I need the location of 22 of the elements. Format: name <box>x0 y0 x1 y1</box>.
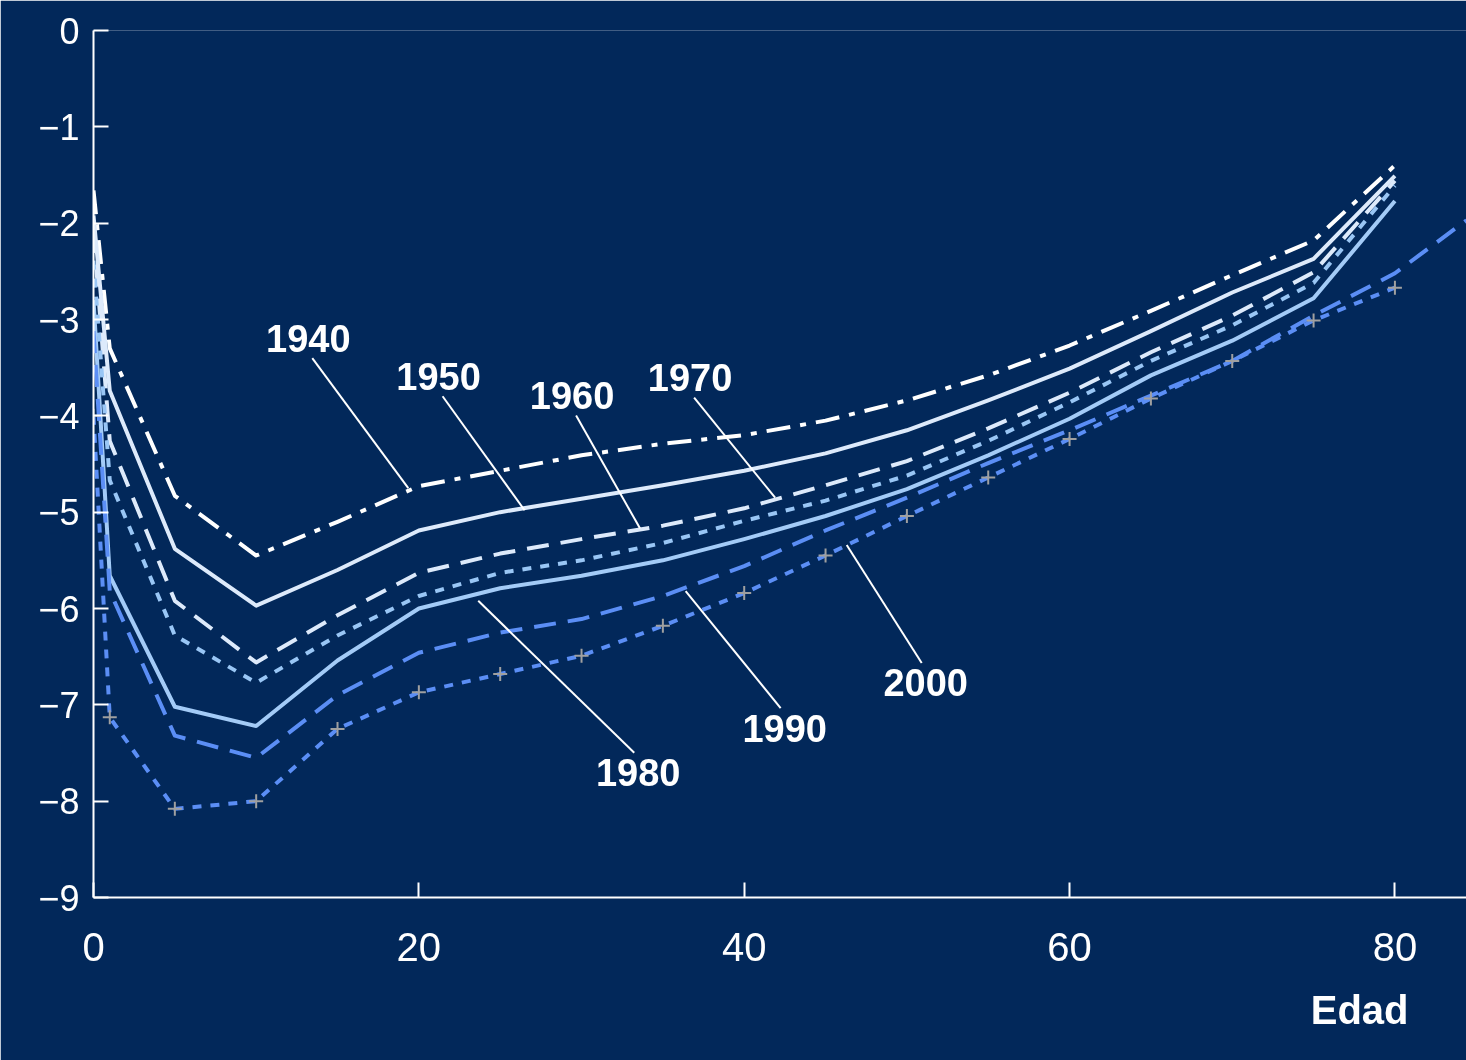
y-tick-label: 0 <box>59 10 80 52</box>
annotation: 1940 <box>266 317 351 360</box>
y-tick-label: −2 <box>38 203 80 245</box>
annotation: 2000 <box>883 662 968 705</box>
y-tick-label: −5 <box>38 492 80 534</box>
y-tick-label: −6 <box>38 588 80 630</box>
x-tick-label: 60 <box>1047 924 1092 969</box>
x-tick-label: 40 <box>721 924 767 969</box>
y-tick-label: −4 <box>38 395 80 437</box>
annotation: 1980 <box>595 752 681 795</box>
x-tick-label: 80 <box>1372 924 1418 969</box>
y-tick-label: −9 <box>38 877 80 919</box>
annotation: 1990 <box>742 707 827 750</box>
annotation: 1950 <box>396 355 481 398</box>
annotation: 1960 <box>529 375 615 418</box>
x-tick-label: 20 <box>396 924 442 969</box>
y-tick-label: −7 <box>38 684 80 726</box>
y-tick-label: −8 <box>38 781 80 823</box>
x-axis-title: Edad <box>1310 988 1409 1032</box>
y-tick-label: −3 <box>38 299 80 341</box>
annotation: 1970 <box>647 357 733 400</box>
y-tick-label: −1 <box>38 106 80 148</box>
